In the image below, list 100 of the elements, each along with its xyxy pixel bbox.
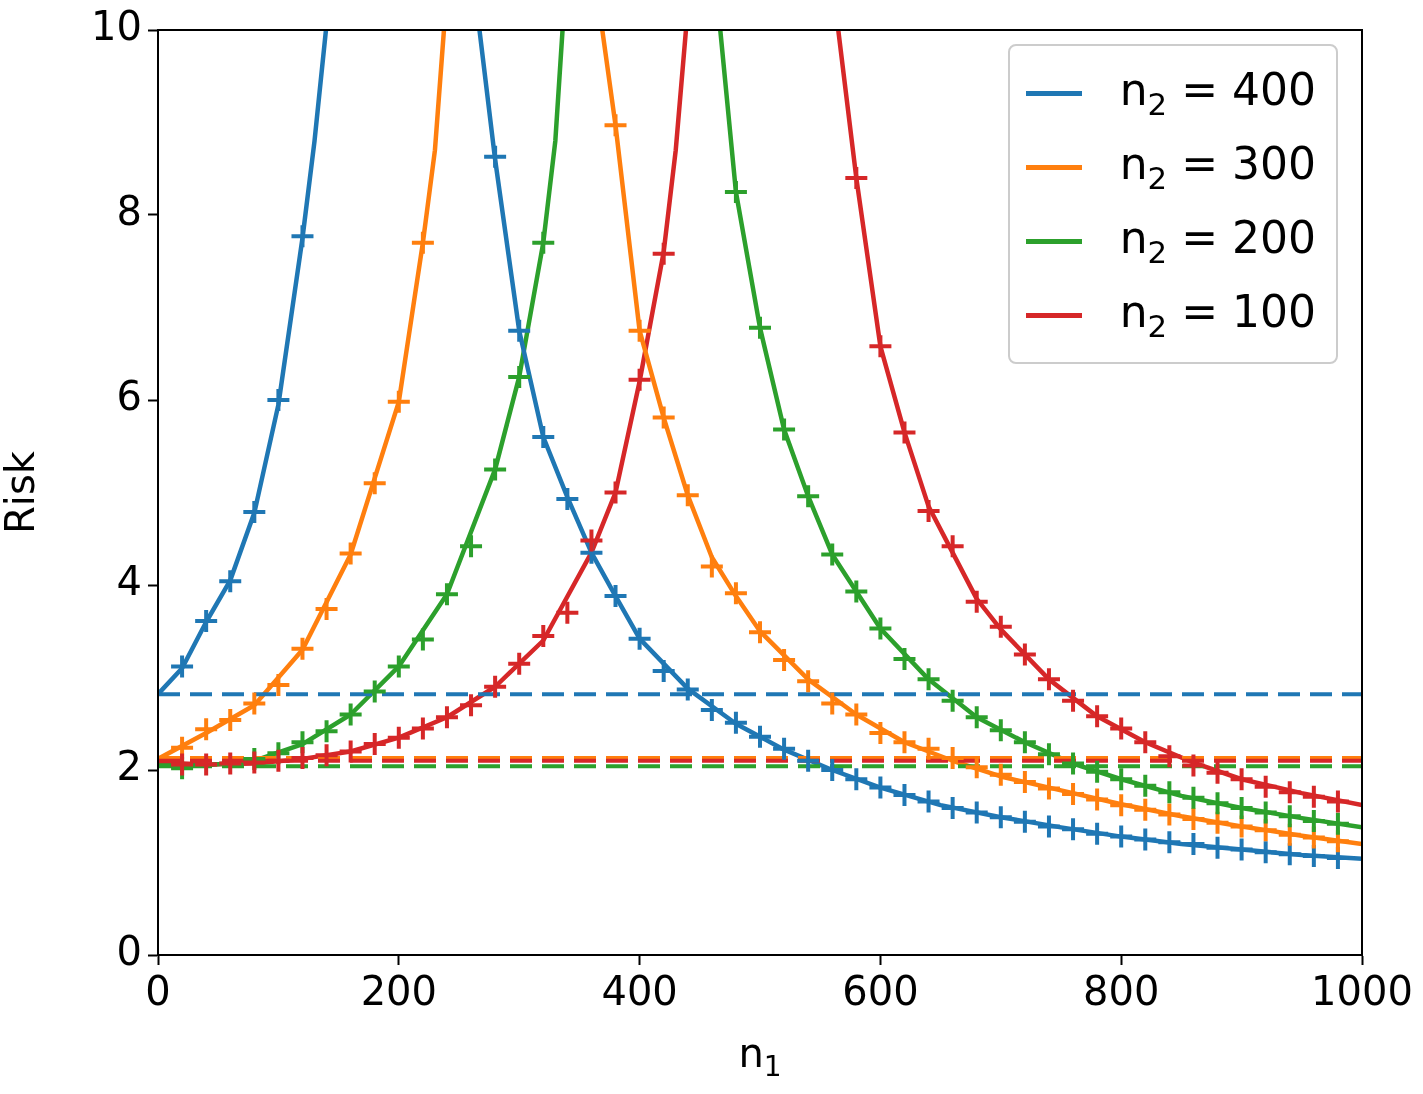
- legend-label: n$_{2}$ = 200: [1119, 212, 1316, 270]
- point: [291, 225, 314, 248]
- point: [845, 768, 868, 791]
- point: [724, 582, 747, 605]
- point: [339, 740, 362, 763]
- point: [1230, 838, 1253, 861]
- x-tick-label: 0: [145, 968, 171, 1015]
- point: [195, 610, 218, 633]
- point: [411, 717, 434, 740]
- point: [749, 621, 771, 644]
- point: [893, 731, 916, 754]
- x-tick-label: 400: [601, 968, 678, 1015]
- point: [1110, 794, 1133, 817]
- point: [676, 484, 699, 507]
- point: [243, 500, 266, 523]
- point: [724, 180, 747, 203]
- point: [941, 535, 964, 558]
- point: [532, 624, 555, 647]
- point: [845, 703, 868, 726]
- point: [917, 668, 940, 691]
- point: [652, 406, 675, 429]
- point: [1326, 790, 1349, 813]
- y-tick-label: 6: [116, 373, 142, 420]
- point: [1134, 828, 1157, 851]
- legend-label: n$_{2}$ = 400: [1119, 64, 1316, 122]
- point: [845, 580, 868, 603]
- point: [1182, 786, 1205, 809]
- point: [965, 590, 988, 613]
- point: [291, 637, 314, 660]
- point: [965, 801, 988, 824]
- point: [749, 725, 771, 748]
- point: [1182, 754, 1205, 777]
- point: [1278, 781, 1301, 804]
- point: [821, 692, 844, 715]
- point: [700, 555, 723, 578]
- point: [989, 615, 1012, 638]
- point: [484, 145, 507, 168]
- x-tick-label: 600: [842, 968, 919, 1015]
- point: [1302, 809, 1325, 832]
- point: [219, 752, 242, 775]
- point: [1037, 815, 1060, 838]
- point: [556, 601, 579, 624]
- y-tick-label: 0: [116, 928, 142, 975]
- point: [267, 389, 290, 411]
- point: [1158, 781, 1181, 804]
- point: [460, 535, 483, 558]
- legend-label: n$_{2}$ = 300: [1119, 138, 1316, 196]
- point: [1302, 785, 1325, 808]
- point: [1206, 792, 1229, 815]
- point: [1254, 801, 1277, 824]
- point: [363, 472, 386, 495]
- point: [652, 242, 675, 265]
- y-tick-label: 10: [91, 3, 142, 50]
- point: [893, 421, 916, 444]
- point: [1182, 808, 1205, 831]
- point: [1013, 810, 1036, 833]
- point: [989, 806, 1012, 829]
- point: [195, 718, 218, 741]
- point: [1278, 843, 1301, 866]
- point: [315, 598, 338, 621]
- point: [1158, 745, 1181, 768]
- point: [1182, 833, 1205, 855]
- point: [387, 726, 410, 749]
- point: [773, 648, 796, 671]
- point: [363, 733, 386, 756]
- point: [315, 720, 338, 743]
- point: [1230, 768, 1253, 791]
- point: [339, 703, 362, 726]
- x-tick-label: 800: [1083, 968, 1160, 1015]
- point: [604, 481, 627, 504]
- point: [749, 316, 771, 339]
- point: [1206, 836, 1229, 859]
- point: [941, 746, 964, 769]
- point: [941, 796, 964, 819]
- point: [941, 689, 964, 712]
- point: [1013, 771, 1036, 794]
- point: [797, 749, 820, 772]
- point: [676, 678, 699, 701]
- point: [1158, 803, 1181, 826]
- point: [773, 737, 796, 760]
- legend-label: n$_{2}$ = 100: [1119, 286, 1316, 344]
- point: [893, 783, 916, 806]
- point: [363, 680, 386, 703]
- point: [1134, 774, 1157, 797]
- point: [965, 706, 988, 729]
- point: [869, 617, 892, 640]
- point: [1062, 818, 1085, 841]
- point: [628, 319, 651, 342]
- point: [965, 756, 988, 779]
- point: [1086, 788, 1109, 811]
- point: [387, 390, 410, 413]
- point: [1062, 752, 1085, 775]
- point: [797, 485, 820, 508]
- point: [435, 583, 458, 606]
- point: [195, 753, 218, 776]
- point: [773, 418, 796, 441]
- y-tick-label: 2: [116, 743, 142, 790]
- point: [1110, 717, 1133, 740]
- point: [989, 763, 1012, 786]
- point: [1254, 841, 1277, 864]
